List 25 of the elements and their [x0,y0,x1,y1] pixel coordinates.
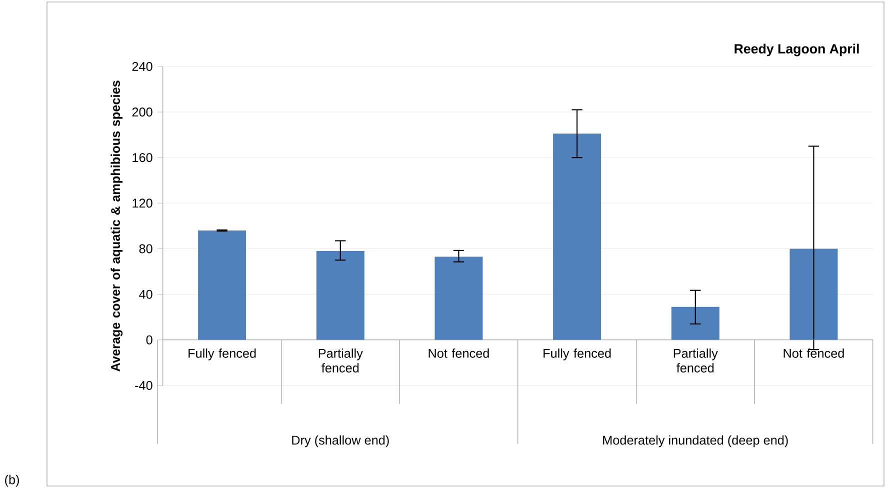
bar [671,306,720,340]
y-tick-label: 80 [139,244,152,254]
x-tick-label: Partially fenced [674,348,718,372]
y-tick-label: 200 [132,108,152,117]
y-axis-title: Average cover of aquatic & amphibious species [110,80,123,372]
x-tick-label: Partially fenced [318,348,363,372]
y-tick-label: 120 [132,198,152,208]
y-tick-label: 40 [139,290,152,299]
y-tick-label: 0 [146,335,152,344]
y-tick-label: 160 [132,153,152,162]
bar [198,230,246,340]
bar [790,248,838,340]
chart-title: Reedy Lagoon April [734,44,859,56]
y-tick-label: 240 [132,62,152,71]
x-tick-label: Not fenced [784,348,844,358]
y-tick-label: -40 [135,380,152,390]
text: (b) [5,474,19,487]
bar [434,256,483,340]
text: Moderately inundated (deep end) [603,435,788,448]
x-tick-label: Fully fenced [188,348,256,360]
bar [553,134,602,340]
text: Dry (shallow end) [292,435,389,448]
x-tick-label: Fully fenced [544,348,611,360]
x-tick-label: Not fenced [428,348,489,358]
bar [316,251,364,340]
